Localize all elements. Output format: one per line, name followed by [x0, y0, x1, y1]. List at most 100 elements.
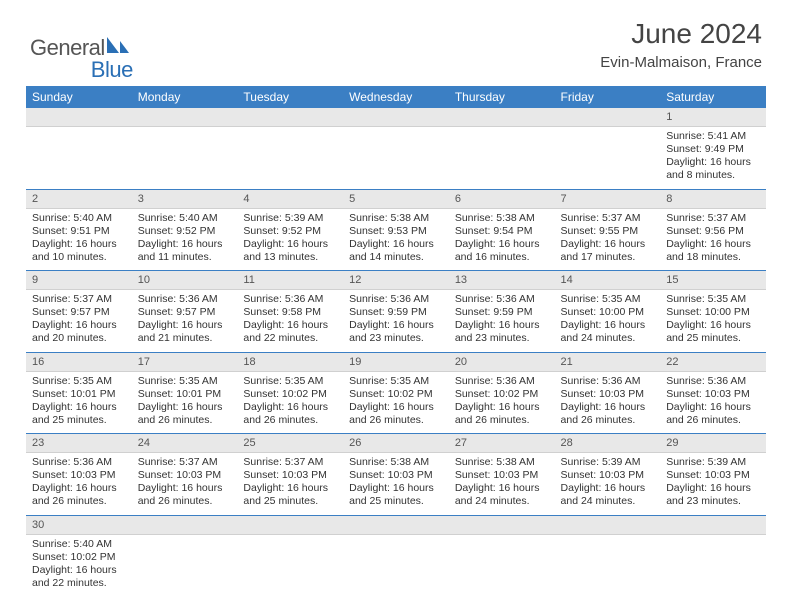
day-content-cell: Sunrise: 5:36 AMSunset: 10:03 PMDaylight… — [26, 453, 132, 516]
location-text: Evin-Malmaison, France — [600, 54, 762, 71]
day-content-cell: Sunrise: 5:37 AMSunset: 9:56 PMDaylight:… — [660, 208, 766, 271]
day-content-cell: Sunrise: 5:39 AMSunset: 10:03 PMDaylight… — [555, 453, 661, 516]
day-number-cell: 29 — [660, 434, 766, 453]
day-number-cell — [132, 108, 238, 127]
day-number-cell: 22 — [660, 352, 766, 371]
day-number-cell: 15 — [660, 271, 766, 290]
day-number-cell: 24 — [132, 434, 238, 453]
day-content-cell — [132, 534, 238, 596]
day-number-cell — [237, 515, 343, 534]
calendar-table: Sunday Monday Tuesday Wednesday Thursday… — [26, 86, 766, 596]
day-content-cell: Sunrise: 5:37 AMSunset: 10:03 PMDaylight… — [237, 453, 343, 516]
day-content-cell — [449, 534, 555, 596]
day-number-row: 23242526272829 — [26, 434, 766, 453]
day-number-cell — [26, 108, 132, 127]
day-content-cell — [237, 127, 343, 190]
day-number-cell: 10 — [132, 271, 238, 290]
day-content-cell: Sunrise: 5:35 AMSunset: 10:01 PMDaylight… — [26, 371, 132, 434]
day-number-cell: 27 — [449, 434, 555, 453]
day-content-cell — [555, 534, 661, 596]
day-content-cell: Sunrise: 5:35 AMSunset: 10:02 PMDaylight… — [343, 371, 449, 434]
day-number-cell: 26 — [343, 434, 449, 453]
day-content-cell: Sunrise: 5:36 AMSunset: 10:02 PMDaylight… — [449, 371, 555, 434]
day-number-cell: 12 — [343, 271, 449, 290]
weekday-header: Sunday — [26, 86, 132, 108]
day-number-row: 1 — [26, 108, 766, 127]
weekday-header: Saturday — [660, 86, 766, 108]
day-number-cell: 2 — [26, 189, 132, 208]
day-number-cell — [555, 108, 661, 127]
day-content-cell: Sunrise: 5:38 AMSunset: 9:53 PMDaylight:… — [343, 208, 449, 271]
day-number-cell: 13 — [449, 271, 555, 290]
day-content-cell: Sunrise: 5:39 AMSunset: 9:52 PMDaylight:… — [237, 208, 343, 271]
day-number-cell: 18 — [237, 352, 343, 371]
day-content-cell: Sunrise: 5:37 AMSunset: 9:57 PMDaylight:… — [26, 290, 132, 353]
day-number-cell — [237, 108, 343, 127]
weekday-header: Tuesday — [237, 86, 343, 108]
day-number-cell: 7 — [555, 189, 661, 208]
day-number-cell: 8 — [660, 189, 766, 208]
day-number-cell: 16 — [26, 352, 132, 371]
day-content-cell: Sunrise: 5:35 AMSunset: 10:00 PMDaylight… — [660, 290, 766, 353]
day-number-row: 9101112131415 — [26, 271, 766, 290]
day-number-cell: 23 — [26, 434, 132, 453]
day-content-cell — [237, 534, 343, 596]
day-content-row: Sunrise: 5:37 AMSunset: 9:57 PMDaylight:… — [26, 290, 766, 353]
day-number-cell: 4 — [237, 189, 343, 208]
day-content-row: Sunrise: 5:36 AMSunset: 10:03 PMDaylight… — [26, 453, 766, 516]
day-content-cell — [343, 127, 449, 190]
day-content-cell: Sunrise: 5:38 AMSunset: 10:03 PMDaylight… — [449, 453, 555, 516]
day-content-cell: Sunrise: 5:40 AMSunset: 9:51 PMDaylight:… — [26, 208, 132, 271]
day-content-cell: Sunrise: 5:39 AMSunset: 10:03 PMDaylight… — [660, 453, 766, 516]
day-content-cell: Sunrise: 5:35 AMSunset: 10:02 PMDaylight… — [237, 371, 343, 434]
day-content-cell: Sunrise: 5:37 AMSunset: 9:55 PMDaylight:… — [555, 208, 661, 271]
day-number-cell: 21 — [555, 352, 661, 371]
day-number-cell: 11 — [237, 271, 343, 290]
day-content-cell: Sunrise: 5:36 AMSunset: 9:59 PMDaylight:… — [449, 290, 555, 353]
day-content-cell — [660, 534, 766, 596]
day-content-row: Sunrise: 5:35 AMSunset: 10:01 PMDaylight… — [26, 371, 766, 434]
day-number-cell: 25 — [237, 434, 343, 453]
day-number-cell — [343, 515, 449, 534]
day-number-cell — [660, 515, 766, 534]
weekday-header: Wednesday — [343, 86, 449, 108]
day-content-cell: Sunrise: 5:37 AMSunset: 10:03 PMDaylight… — [132, 453, 238, 516]
weekday-header: Friday — [555, 86, 661, 108]
title-block: June 2024 Evin-Malmaison, France — [600, 18, 762, 71]
day-content-cell: Sunrise: 5:40 AMSunset: 10:02 PMDaylight… — [26, 534, 132, 596]
weekday-header-row: Sunday Monday Tuesday Wednesday Thursday… — [26, 86, 766, 108]
page-header: General Blue June 2024 Evin-Malmaison, F… — [0, 0, 792, 80]
day-content-cell — [449, 127, 555, 190]
day-number-cell — [449, 108, 555, 127]
day-number-cell: 3 — [132, 189, 238, 208]
day-number-cell: 14 — [555, 271, 661, 290]
day-number-cell: 1 — [660, 108, 766, 127]
day-content-cell: Sunrise: 5:36 AMSunset: 10:03 PMDaylight… — [555, 371, 661, 434]
day-content-cell: Sunrise: 5:35 AMSunset: 10:01 PMDaylight… — [132, 371, 238, 434]
day-number-cell — [449, 515, 555, 534]
day-number-row: 16171819202122 — [26, 352, 766, 371]
month-title: June 2024 — [600, 18, 762, 50]
day-number-cell — [343, 108, 449, 127]
day-number-cell — [555, 515, 661, 534]
weekday-header: Monday — [132, 86, 238, 108]
day-number-cell: 6 — [449, 189, 555, 208]
logo-sail-icon — [105, 35, 131, 55]
day-number-cell: 5 — [343, 189, 449, 208]
day-content-cell: Sunrise: 5:36 AMSunset: 9:57 PMDaylight:… — [132, 290, 238, 353]
day-content-cell — [555, 127, 661, 190]
day-number-cell — [132, 515, 238, 534]
day-number-cell: 9 — [26, 271, 132, 290]
logo: General Blue — [30, 18, 89, 72]
day-number-row: 30 — [26, 515, 766, 534]
day-number-cell: 19 — [343, 352, 449, 371]
day-content-cell: Sunrise: 5:38 AMSunset: 9:54 PMDaylight:… — [449, 208, 555, 271]
day-content-cell — [132, 127, 238, 190]
day-content-cell: Sunrise: 5:41 AMSunset: 9:49 PMDaylight:… — [660, 127, 766, 190]
day-content-cell — [26, 127, 132, 190]
day-content-cell: Sunrise: 5:36 AMSunset: 10:03 PMDaylight… — [660, 371, 766, 434]
day-content-cell: Sunrise: 5:35 AMSunset: 10:00 PMDaylight… — [555, 290, 661, 353]
day-number-row: 2345678 — [26, 189, 766, 208]
day-content-cell: Sunrise: 5:38 AMSunset: 10:03 PMDaylight… — [343, 453, 449, 516]
day-content-row: Sunrise: 5:40 AMSunset: 9:51 PMDaylight:… — [26, 208, 766, 271]
